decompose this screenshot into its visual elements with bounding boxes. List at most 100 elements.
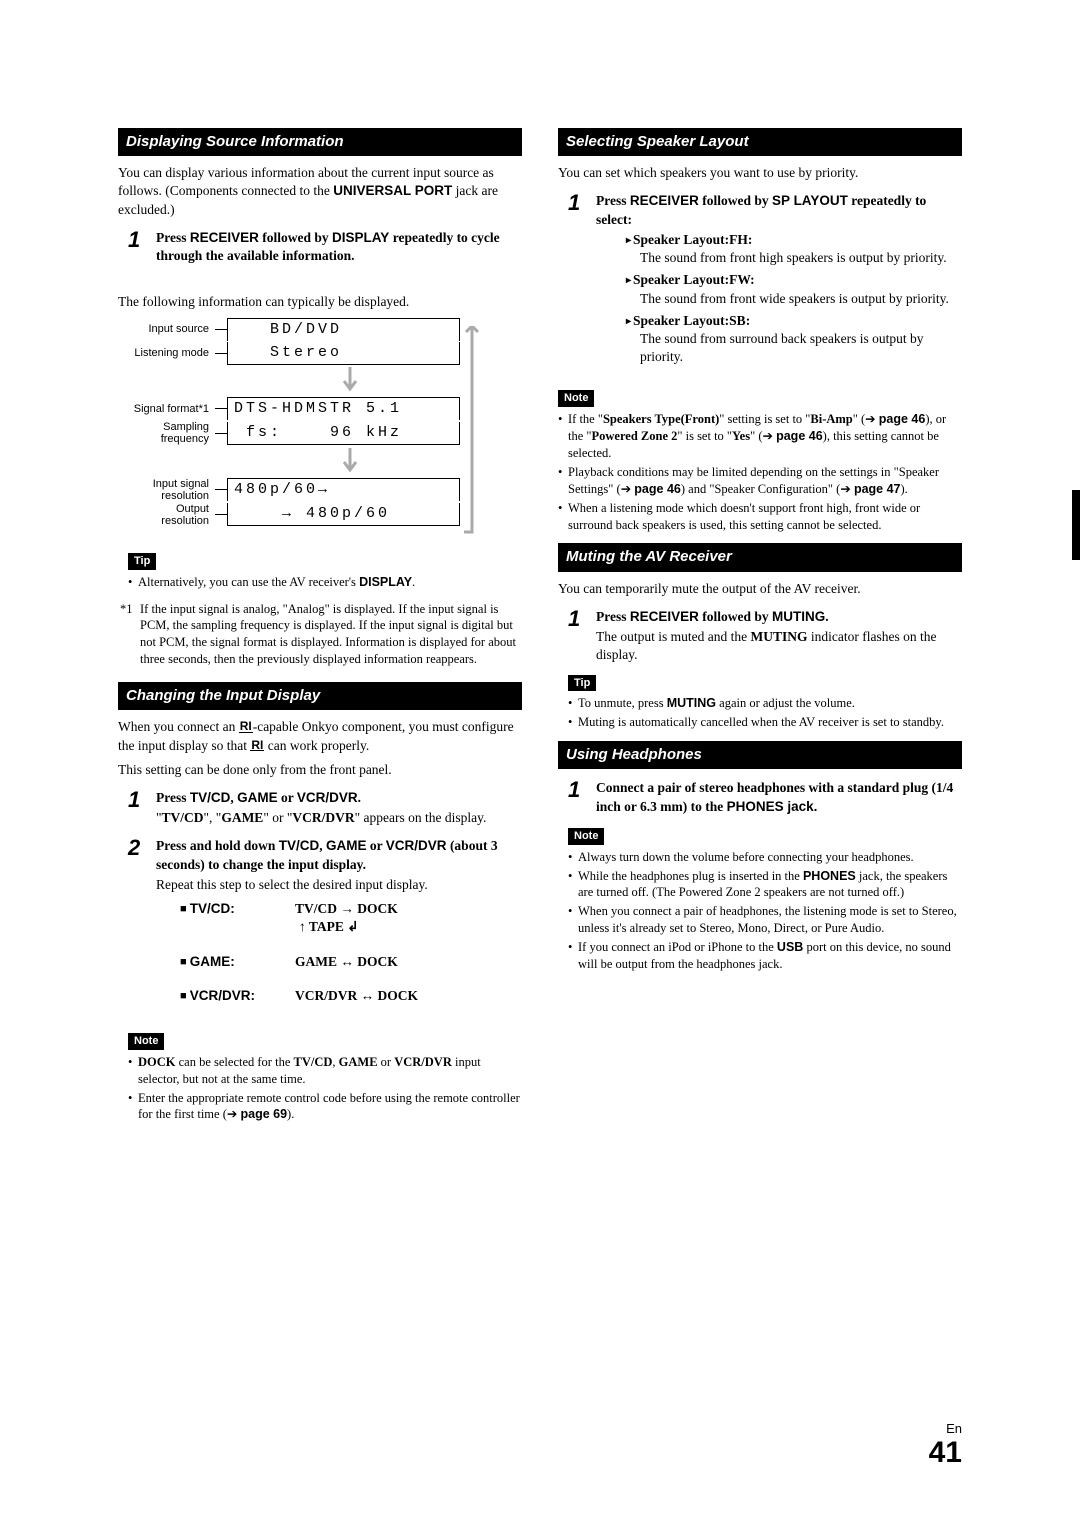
step-2: 2 Press and hold down TV/CD, GAME or VCR… (118, 837, 522, 1023)
step-1: 1 Connect a pair of stereo headphones wi… (558, 779, 962, 817)
option-list: Speaker Layout:FH: The sound from front … (596, 231, 962, 367)
step-body: Press RECEIVER followed by MUTING. The o… (596, 608, 962, 665)
step-1: 1 Press TV/CD, GAME or VCR/DVR. "TV/CD",… (118, 789, 522, 827)
tip-item: Muting is automatically cancelled when t… (568, 714, 962, 731)
section-header-displaying-source: Displaying Source Information (118, 128, 522, 156)
step-number: 1 (128, 789, 146, 827)
note-item: If the "Speakers Type(Front)" setting is… (558, 411, 962, 462)
diagram-value: 480p/60→ (227, 478, 460, 501)
option-title: Speaker Layout:FW: (626, 271, 962, 289)
display-diagram: Input source BD/DVD Listening mode Stere… (130, 318, 460, 527)
note-item: Always turn down the volume before conne… (568, 849, 962, 866)
step-number: 1 (568, 192, 586, 370)
step-number: 1 (128, 229, 146, 267)
input-mapping-table: TV/CD: TV/CD → DOCK ↑ TAPE ↲ GAME: GAME … (156, 900, 522, 1005)
step-title: Press RECEIVER followed by SP LAYOUT rep… (596, 192, 962, 228)
page-content: Displaying Source Information You can di… (118, 128, 962, 1133)
section-header-muting: Muting the AV Receiver (558, 543, 962, 571)
option-title: Speaker Layout:SB: (626, 312, 962, 330)
intro-text: You can display various information abou… (118, 164, 522, 219)
step-title: Press and hold down TV/CD, GAME or VCR/D… (156, 837, 522, 873)
step-1: 1 Press RECEIVER followed by DISPLAY rep… (118, 229, 522, 267)
left-column: Displaying Source Information You can di… (118, 128, 522, 1133)
step-number: 1 (568, 779, 586, 817)
step-1: 1 Press RECEIVER followed by SP LAYOUT r… (558, 192, 962, 370)
note-list: If the "Speakers Type(Front)" setting is… (558, 411, 962, 533)
diagram-label: Input source (130, 323, 215, 335)
arrow-down-icon (240, 367, 460, 395)
table-row: TV/CD: TV/CD → DOCK ↑ TAPE ↲ (180, 900, 522, 936)
edge-tab (1072, 490, 1080, 560)
ri-icon: RI (250, 740, 264, 752)
diagram-label: Signal format*1 (130, 403, 215, 415)
page-number: 41 (929, 1438, 962, 1468)
row-value: VCR/DVR ↔ DOCK (295, 987, 522, 1005)
diagram-label: Samplingfrequency (130, 421, 215, 445)
intro-text: You can set which speakers you want to u… (558, 164, 962, 182)
row-label: VCR/DVR: (180, 987, 295, 1005)
note-badge: Note (568, 828, 604, 845)
note-list: DOCK can be selected for the TV/CD, GAME… (118, 1054, 522, 1124)
right-column: Selecting Speaker Layout You can set whi… (558, 128, 962, 1133)
step-body: Connect a pair of stereo headphones with… (596, 779, 962, 817)
table-row: GAME: GAME ↔ DOCK (180, 953, 522, 971)
diagram-value: fs: 96 kHz (227, 422, 460, 445)
diagram-label: Outputresolution (130, 503, 215, 527)
note-item: DOCK can be selected for the TV/CD, GAME… (128, 1054, 522, 1088)
note-list: Always turn down the volume before conne… (558, 849, 962, 973)
diagram-value: BD/DVD (227, 318, 460, 341)
step-body: Press TV/CD, GAME or VCR/DVR. "TV/CD", "… (156, 789, 522, 827)
option-body: The sound from surround back speakers is… (626, 330, 962, 366)
step-body-text: "TV/CD", "GAME" or "VCR/DVR" appears on … (156, 809, 522, 827)
footnote: *1 If the input signal is analog, "Analo… (118, 601, 522, 669)
ri-icon: RI (239, 721, 253, 733)
step-title: Connect a pair of stereo headphones with… (596, 779, 962, 815)
option-body: The sound from front high speakers is ou… (626, 249, 962, 267)
section-header-headphones: Using Headphones (558, 741, 962, 769)
step-title: Press TV/CD, GAME or VCR/DVR. (156, 789, 522, 807)
tip-list: To unmute, press MUTING again or adjust … (558, 695, 962, 731)
table-row: VCR/DVR: VCR/DVR ↔ DOCK (180, 987, 522, 1005)
note-item: While the headphones plug is inserted in… (568, 868, 962, 902)
step-body: Press RECEIVER followed by DISPLAY repea… (156, 229, 522, 267)
step-title: Press RECEIVER followed by MUTING. (596, 608, 962, 626)
footnote-marker: *1 (120, 601, 134, 669)
note-item: When you connect a pair of headphones, t… (568, 903, 962, 937)
return-arrow-icon (464, 326, 480, 519)
step-body-text: The output is muted and the MUTING indic… (596, 628, 962, 664)
tip-badge: Tip (128, 553, 156, 570)
step-1: 1 Press RECEIVER followed by MUTING. The… (558, 608, 962, 665)
section-header-speaker-layout: Selecting Speaker Layout (558, 128, 962, 156)
step-body: Press RECEIVER followed by SP LAYOUT rep… (596, 192, 962, 370)
arrow-down-icon (240, 448, 460, 476)
row-label: GAME: (180, 953, 295, 971)
note-item: Enter the appropriate remote control cod… (128, 1090, 522, 1124)
diagram-value: DTS-HDMSTR 5.1 (227, 397, 460, 420)
note-item: When a listening mode which doesn't supp… (558, 500, 962, 534)
pre-diagram-text: The following information can typically … (118, 293, 522, 311)
step-body-text: Repeat this step to select the desired i… (156, 876, 522, 894)
row-value: GAME ↔ DOCK (295, 953, 522, 971)
diagram-value: → 480p/60 (227, 503, 460, 526)
note-item: Playback conditions may be limited depen… (558, 464, 962, 498)
diagram-value: Stereo (227, 342, 460, 365)
intro-text-2: This setting can be done only from the f… (118, 761, 522, 779)
tip-badge: Tip (568, 675, 596, 692)
intro-text: You can temporarily mute the output of t… (558, 580, 962, 598)
note-badge: Note (558, 390, 594, 407)
section-header-changing-input: Changing the Input Display (118, 682, 522, 710)
diagram-label: Input signalresolution (130, 478, 215, 502)
option-title: Speaker Layout:FH: (626, 231, 962, 249)
row-label: TV/CD: (180, 900, 295, 918)
note-badge: Note (128, 1033, 164, 1050)
tip-item: Alternatively, you can use the AV receiv… (128, 574, 522, 591)
page-footer: En 41 (929, 1420, 962, 1468)
step-number: 2 (128, 837, 146, 1023)
intro-text: When you connect an RI-capable Onkyo com… (118, 718, 522, 754)
step-body: Press and hold down TV/CD, GAME or VCR/D… (156, 837, 522, 1023)
diagram-label: Listening mode (130, 347, 215, 359)
footnote-text: If the input signal is analog, "Analog" … (140, 601, 522, 669)
tip-item: To unmute, press MUTING again or adjust … (568, 695, 962, 712)
step-number: 1 (568, 608, 586, 665)
text-bold: UNIVERSAL PORT (333, 183, 452, 198)
